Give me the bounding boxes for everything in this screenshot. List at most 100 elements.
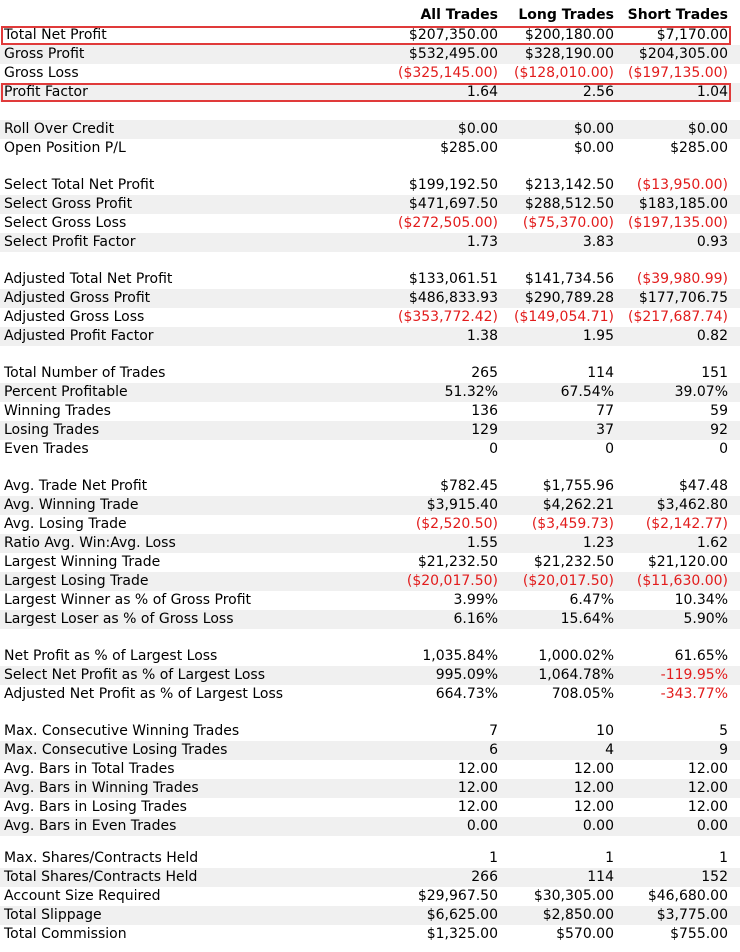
row-label: Avg. Losing Trade [4,516,127,532]
value-short-trades: 151 [701,365,728,381]
value-short-trades: 5 [719,723,728,739]
row-label: Gross Loss [4,65,79,81]
value-long-trades: ($20,017.50) [522,573,614,589]
table-row: Even Trades 0 0 0 [0,440,740,459]
value-long-trades: 12.00 [573,799,614,815]
row-label: Largest Loser as % of Gross Loss [4,611,234,627]
row-label: Total Slippage [4,907,102,923]
row-label: Open Position P/L [4,140,126,156]
row-label: Adjusted Net Profit as % of Largest Loss [4,686,284,702]
value-all-trades: 266 [471,869,498,885]
value-long-trades: 6.47% [569,592,614,608]
value-long-trades: ($128,010.00) [514,65,614,81]
value-long-trades: 114 [587,869,614,885]
value-long-trades: 1.95 [582,328,614,344]
table-row: Adjusted Net Profit as % of Largest Loss… [0,685,740,704]
table-row: Select Gross Loss ($272,505.00) ($75,370.0… [0,214,740,233]
value-long-trades: 10 [596,723,614,739]
value-all-trades: 12.00 [457,799,498,815]
table-row: Open Position P/L $285.00 $0.00 $285.00 [0,139,740,158]
value-short-trades: ($197,135.00) [628,215,728,231]
value-long-trades: 67.54% [560,384,614,400]
value-all-trades: 1.38 [466,328,498,344]
value-short-trades: $183,185.00 [638,196,728,212]
value-long-trades: $570.00 [556,926,614,942]
row-label: Adjusted Total Net Profit [4,271,173,287]
value-long-trades: ($3,459.73) [531,516,614,532]
table-row: Largest Winner as % of Gross Profit 3.99%… [0,591,740,610]
row-label: Percent Profitable [4,384,128,400]
row-label: Total Net Profit [4,27,107,43]
row-label: Winning Trades [4,403,111,419]
table-row: Max. Shares/Contracts Held 1 1 1 [0,849,740,868]
value-all-trades: 1,035.84% [422,648,498,664]
row-label: Select Gross Loss [4,215,127,231]
value-all-trades: $133,061.51 [408,271,498,287]
value-long-trades: ($75,370.00) [522,215,614,231]
value-short-trades: $3,462.80 [656,497,728,513]
value-all-trades: 0.00 [466,818,498,834]
value-short-trades: 12.00 [687,799,728,815]
row-label: Avg. Trade Net Profit [4,478,148,494]
table-row: Select Profit Factor 1.73 3.83 0.93 [0,233,740,252]
value-long-trades: 15.64% [560,611,614,627]
row-label: Total Number of Trades [4,365,166,381]
value-long-trades: 0 [605,441,614,457]
value-long-trades: 4 [605,742,614,758]
value-all-trades: 7 [489,723,498,739]
row-label: Largest Winning Trade [4,554,161,570]
value-long-trades: 12.00 [573,761,614,777]
row-label: Roll Over Credit [4,121,115,137]
row-label: Losing Trades [4,422,100,438]
value-long-trades: $2,850.00 [542,907,614,923]
value-long-trades: 1,064.78% [538,667,614,683]
row-label: Avg. Winning Trade [4,497,139,513]
value-long-trades: $21,232.50 [533,554,614,570]
row-label: Avg. Bars in Winning Trades [4,780,199,796]
value-all-trades: $3,915.40 [426,497,498,513]
row-label: Largest Winner as % of Gross Profit [4,592,252,608]
value-short-trades: $0.00 [687,121,728,137]
value-short-trades: 59 [710,403,728,419]
value-all-trades: 1.73 [466,234,498,250]
row-label: Profit Factor [4,84,88,100]
value-long-trades: $328,190.00 [524,46,614,62]
table-row: Total Shares/Contracts Held 266 114 152 [0,868,740,887]
value-all-trades: $532,495.00 [408,46,498,62]
row-label: Max. Consecutive Winning Trades [4,723,240,739]
table-row: Adjusted Total Net Profit $133,061.51 $141… [0,270,740,289]
table-row: Avg. Losing Trade ($2,520.50) ($3,459.73) (… [0,515,740,534]
value-long-trades: 0.00 [582,818,614,834]
value-all-trades: 129 [471,422,498,438]
table-row: Avg. Bars in Total Trades 12.00 12.00 12.00 [0,760,740,779]
value-long-trades: $4,262.21 [542,497,614,513]
row-label: Select Total Net Profit [4,177,155,193]
value-all-trades: 1.55 [466,535,498,551]
value-short-trades: 152 [701,869,728,885]
table-row: Largest Losing Trade ($20,017.50) ($20,017… [0,572,740,591]
value-all-trades: $471,697.50 [408,196,498,212]
table-row: Losing Trades 129 37 92 [0,421,740,440]
value-long-trades: 77 [596,403,614,419]
value-all-trades: 6.16% [453,611,498,627]
value-short-trades: 1.62 [696,535,728,551]
value-short-trades: 39.07% [674,384,728,400]
value-all-trades: 995.09% [435,667,498,683]
table-row: Avg. Bars in Even Trades 0.00 0.00 0.00 [0,817,740,836]
value-short-trades: 0.82 [696,328,728,344]
row-label: Avg. Bars in Losing Trades [4,799,187,815]
value-short-trades: 5.90% [683,611,728,627]
value-long-trades: 3.83 [582,234,614,250]
table-row: Select Total Net Profit $199,192.50 $213,1… [0,176,740,195]
table-row: Gross Profit $532,495.00 $328,190.00 $204,3… [0,45,740,64]
value-long-trades: $141,734.56 [524,271,614,287]
value-all-trades: $285.00 [440,140,498,156]
value-long-trades: 1 [605,850,614,866]
value-all-trades: 12.00 [457,761,498,777]
row-label: Adjusted Profit Factor [4,328,154,344]
value-all-trades: $199,192.50 [408,177,498,193]
row-label: Select Profit Factor [4,234,136,250]
row-label: Gross Profit [4,46,85,62]
table-row: Account Size Required $29,967.50 $30,305.0… [0,887,740,906]
value-all-trades: ($2,520.50) [415,516,498,532]
